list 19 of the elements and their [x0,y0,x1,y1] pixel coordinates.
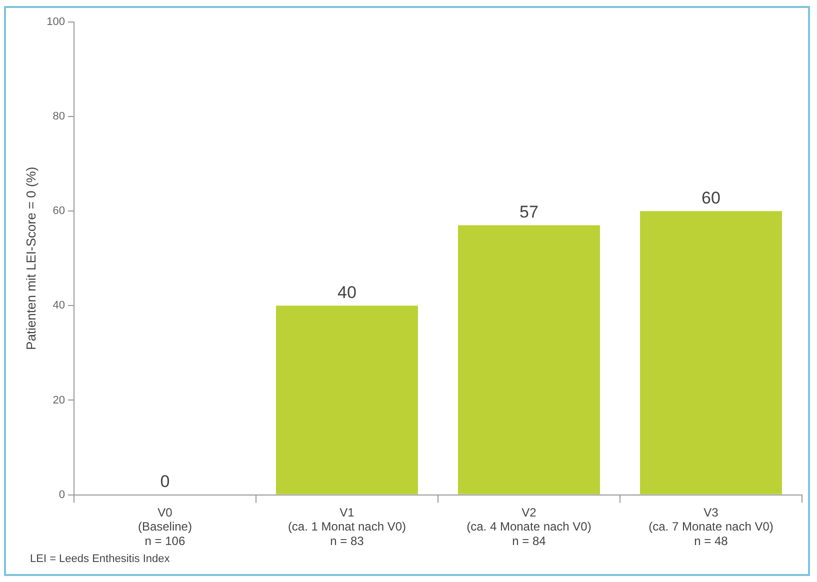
bar [458,225,600,494]
y-tick-label: 20 [52,394,65,406]
x-tick-label: V0 (Baseline) n = 106 [138,505,192,548]
text: LEI = Leeds Enthesitis Index [30,553,170,565]
y-tick-label: 0 [58,488,65,501]
x-tick-label: V3 (ca. 7 Monate nach V0) n = 48 [648,505,774,548]
x-tick-label: V2 (ca. 4 Monate nach V0) n = 84 [466,505,592,548]
data-label: 0 [160,472,170,491]
y-tick-label: 60 [52,205,65,218]
bar [276,306,418,494]
x-tick-label: V1 (ca. 1 Monat nach V0) n = 83 [288,505,406,548]
y-tick-label: 100 [46,16,65,28]
data-label: 57 [520,202,538,222]
bar [640,211,782,494]
data-label: 60 [702,188,720,208]
y-axis-title: Patienten mit LEI-Score = 0 (%) [23,166,38,350]
y-tick-label: 40 [52,300,65,312]
y-tick-label: 80 [52,110,65,123]
data-label: 40 [338,282,356,302]
